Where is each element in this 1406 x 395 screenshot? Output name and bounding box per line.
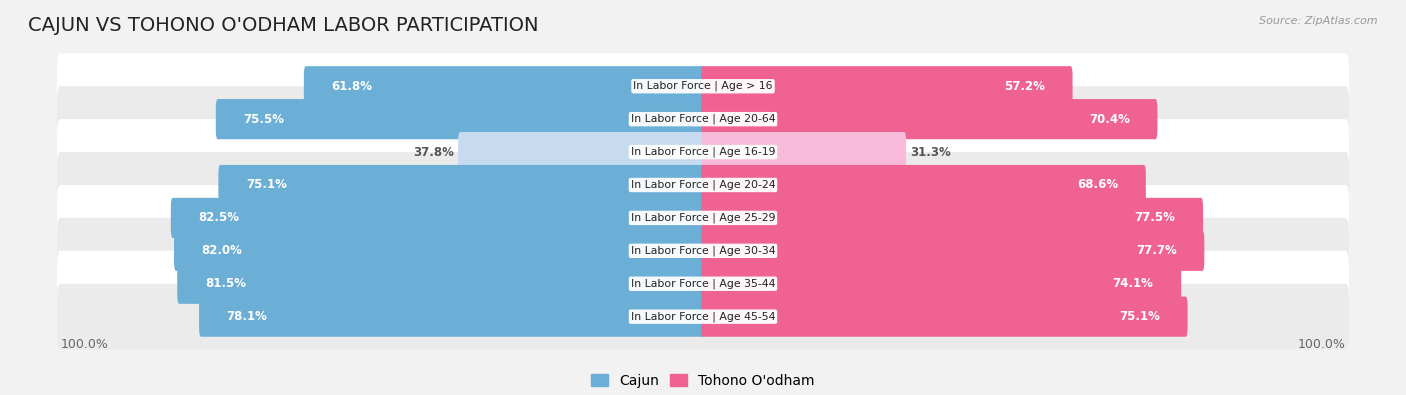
Text: In Labor Force | Age 30-34: In Labor Force | Age 30-34 — [631, 246, 775, 256]
Text: 74.1%: 74.1% — [1112, 277, 1153, 290]
FancyBboxPatch shape — [177, 264, 704, 304]
Text: 68.6%: 68.6% — [1077, 179, 1118, 192]
Text: Source: ZipAtlas.com: Source: ZipAtlas.com — [1260, 16, 1378, 26]
Text: In Labor Force | Age 25-29: In Labor Force | Age 25-29 — [631, 213, 775, 223]
FancyBboxPatch shape — [200, 297, 704, 337]
Legend: Cajun, Tohono O'odham: Cajun, Tohono O'odham — [586, 369, 820, 393]
FancyBboxPatch shape — [702, 99, 1157, 139]
Text: 37.8%: 37.8% — [413, 146, 454, 158]
FancyBboxPatch shape — [702, 198, 1204, 238]
Text: 57.2%: 57.2% — [1004, 80, 1045, 93]
Text: 100.0%: 100.0% — [60, 338, 108, 351]
FancyBboxPatch shape — [58, 251, 1348, 317]
Text: 75.1%: 75.1% — [1119, 310, 1160, 323]
FancyBboxPatch shape — [58, 218, 1348, 284]
Text: 77.5%: 77.5% — [1135, 211, 1175, 224]
Text: CAJUN VS TOHONO O'ODHAM LABOR PARTICIPATION: CAJUN VS TOHONO O'ODHAM LABOR PARTICIPAT… — [28, 16, 538, 35]
Text: 75.1%: 75.1% — [246, 179, 287, 192]
Text: In Labor Force | Age 35-44: In Labor Force | Age 35-44 — [631, 278, 775, 289]
Text: In Labor Force | Age 45-54: In Labor Force | Age 45-54 — [631, 311, 775, 322]
FancyBboxPatch shape — [702, 297, 1188, 337]
FancyBboxPatch shape — [215, 99, 704, 139]
Text: 82.5%: 82.5% — [198, 211, 239, 224]
Text: 78.1%: 78.1% — [226, 310, 267, 323]
Text: In Labor Force | Age 20-64: In Labor Force | Age 20-64 — [631, 114, 775, 124]
FancyBboxPatch shape — [58, 119, 1348, 185]
FancyBboxPatch shape — [458, 132, 704, 172]
Text: 82.0%: 82.0% — [201, 245, 243, 257]
Text: In Labor Force | Age 20-24: In Labor Force | Age 20-24 — [631, 180, 775, 190]
FancyBboxPatch shape — [174, 231, 704, 271]
FancyBboxPatch shape — [218, 165, 704, 205]
FancyBboxPatch shape — [170, 198, 704, 238]
Text: 81.5%: 81.5% — [205, 277, 246, 290]
FancyBboxPatch shape — [702, 231, 1205, 271]
Text: 100.0%: 100.0% — [1298, 338, 1346, 351]
FancyBboxPatch shape — [702, 165, 1146, 205]
Text: In Labor Force | Age 16-19: In Labor Force | Age 16-19 — [631, 147, 775, 157]
Text: 75.5%: 75.5% — [243, 113, 284, 126]
FancyBboxPatch shape — [58, 53, 1348, 119]
Text: 70.4%: 70.4% — [1088, 113, 1130, 126]
FancyBboxPatch shape — [702, 66, 1073, 106]
FancyBboxPatch shape — [58, 86, 1348, 152]
Text: 61.8%: 61.8% — [332, 80, 373, 93]
Text: In Labor Force | Age > 16: In Labor Force | Age > 16 — [633, 81, 773, 92]
FancyBboxPatch shape — [702, 132, 905, 172]
FancyBboxPatch shape — [58, 185, 1348, 251]
FancyBboxPatch shape — [702, 264, 1181, 304]
Text: 31.3%: 31.3% — [911, 146, 952, 158]
FancyBboxPatch shape — [304, 66, 704, 106]
Text: 77.7%: 77.7% — [1136, 245, 1177, 257]
FancyBboxPatch shape — [58, 152, 1348, 218]
FancyBboxPatch shape — [58, 284, 1348, 350]
